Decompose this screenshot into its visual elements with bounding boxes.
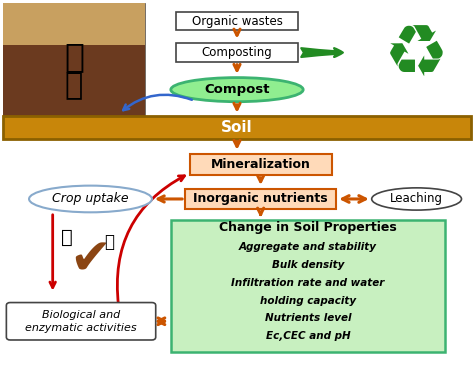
FancyBboxPatch shape <box>190 154 331 175</box>
Text: Organic wastes: Organic wastes <box>191 15 283 28</box>
Text: 🤲: 🤲 <box>65 71 83 100</box>
Text: Compost: Compost <box>204 83 270 96</box>
Text: 🌿: 🌿 <box>61 228 73 247</box>
Text: Bulk density: Bulk density <box>272 260 344 270</box>
Text: Leaching: Leaching <box>390 192 443 205</box>
Text: 🍅: 🍅 <box>104 232 114 251</box>
FancyBboxPatch shape <box>3 3 145 47</box>
Text: Biological and: Biological and <box>42 310 120 320</box>
FancyBboxPatch shape <box>171 220 445 352</box>
Text: Change in Soil Properties: Change in Soil Properties <box>219 221 397 234</box>
FancyBboxPatch shape <box>185 189 336 209</box>
Ellipse shape <box>171 78 303 102</box>
Text: Soil: Soil <box>221 120 253 135</box>
FancyBboxPatch shape <box>3 3 145 118</box>
Text: Ec,CEC and pH: Ec,CEC and pH <box>265 331 350 341</box>
Text: holding capacity: holding capacity <box>260 295 356 305</box>
FancyBboxPatch shape <box>24 219 156 301</box>
FancyBboxPatch shape <box>6 302 156 340</box>
Text: Crop uptake: Crop uptake <box>52 192 129 205</box>
FancyBboxPatch shape <box>175 43 299 62</box>
Text: Infiltration rate and water: Infiltration rate and water <box>231 278 384 288</box>
Text: enzymatic activities: enzymatic activities <box>25 323 137 333</box>
Text: ♻: ♻ <box>384 22 449 91</box>
Text: Composting: Composting <box>201 46 273 59</box>
Text: Mineralization: Mineralization <box>211 158 310 171</box>
Ellipse shape <box>372 188 462 210</box>
Text: Inorganic nutrients: Inorganic nutrients <box>193 192 328 205</box>
FancyBboxPatch shape <box>3 116 471 139</box>
Text: Nutrients level: Nutrients level <box>264 313 351 323</box>
FancyBboxPatch shape <box>3 45 145 119</box>
Text: ✔: ✔ <box>70 236 111 284</box>
Text: Aggregate and stability: Aggregate and stability <box>239 242 377 252</box>
Ellipse shape <box>29 186 152 212</box>
FancyBboxPatch shape <box>175 12 299 31</box>
Text: 🌿: 🌿 <box>64 40 84 73</box>
